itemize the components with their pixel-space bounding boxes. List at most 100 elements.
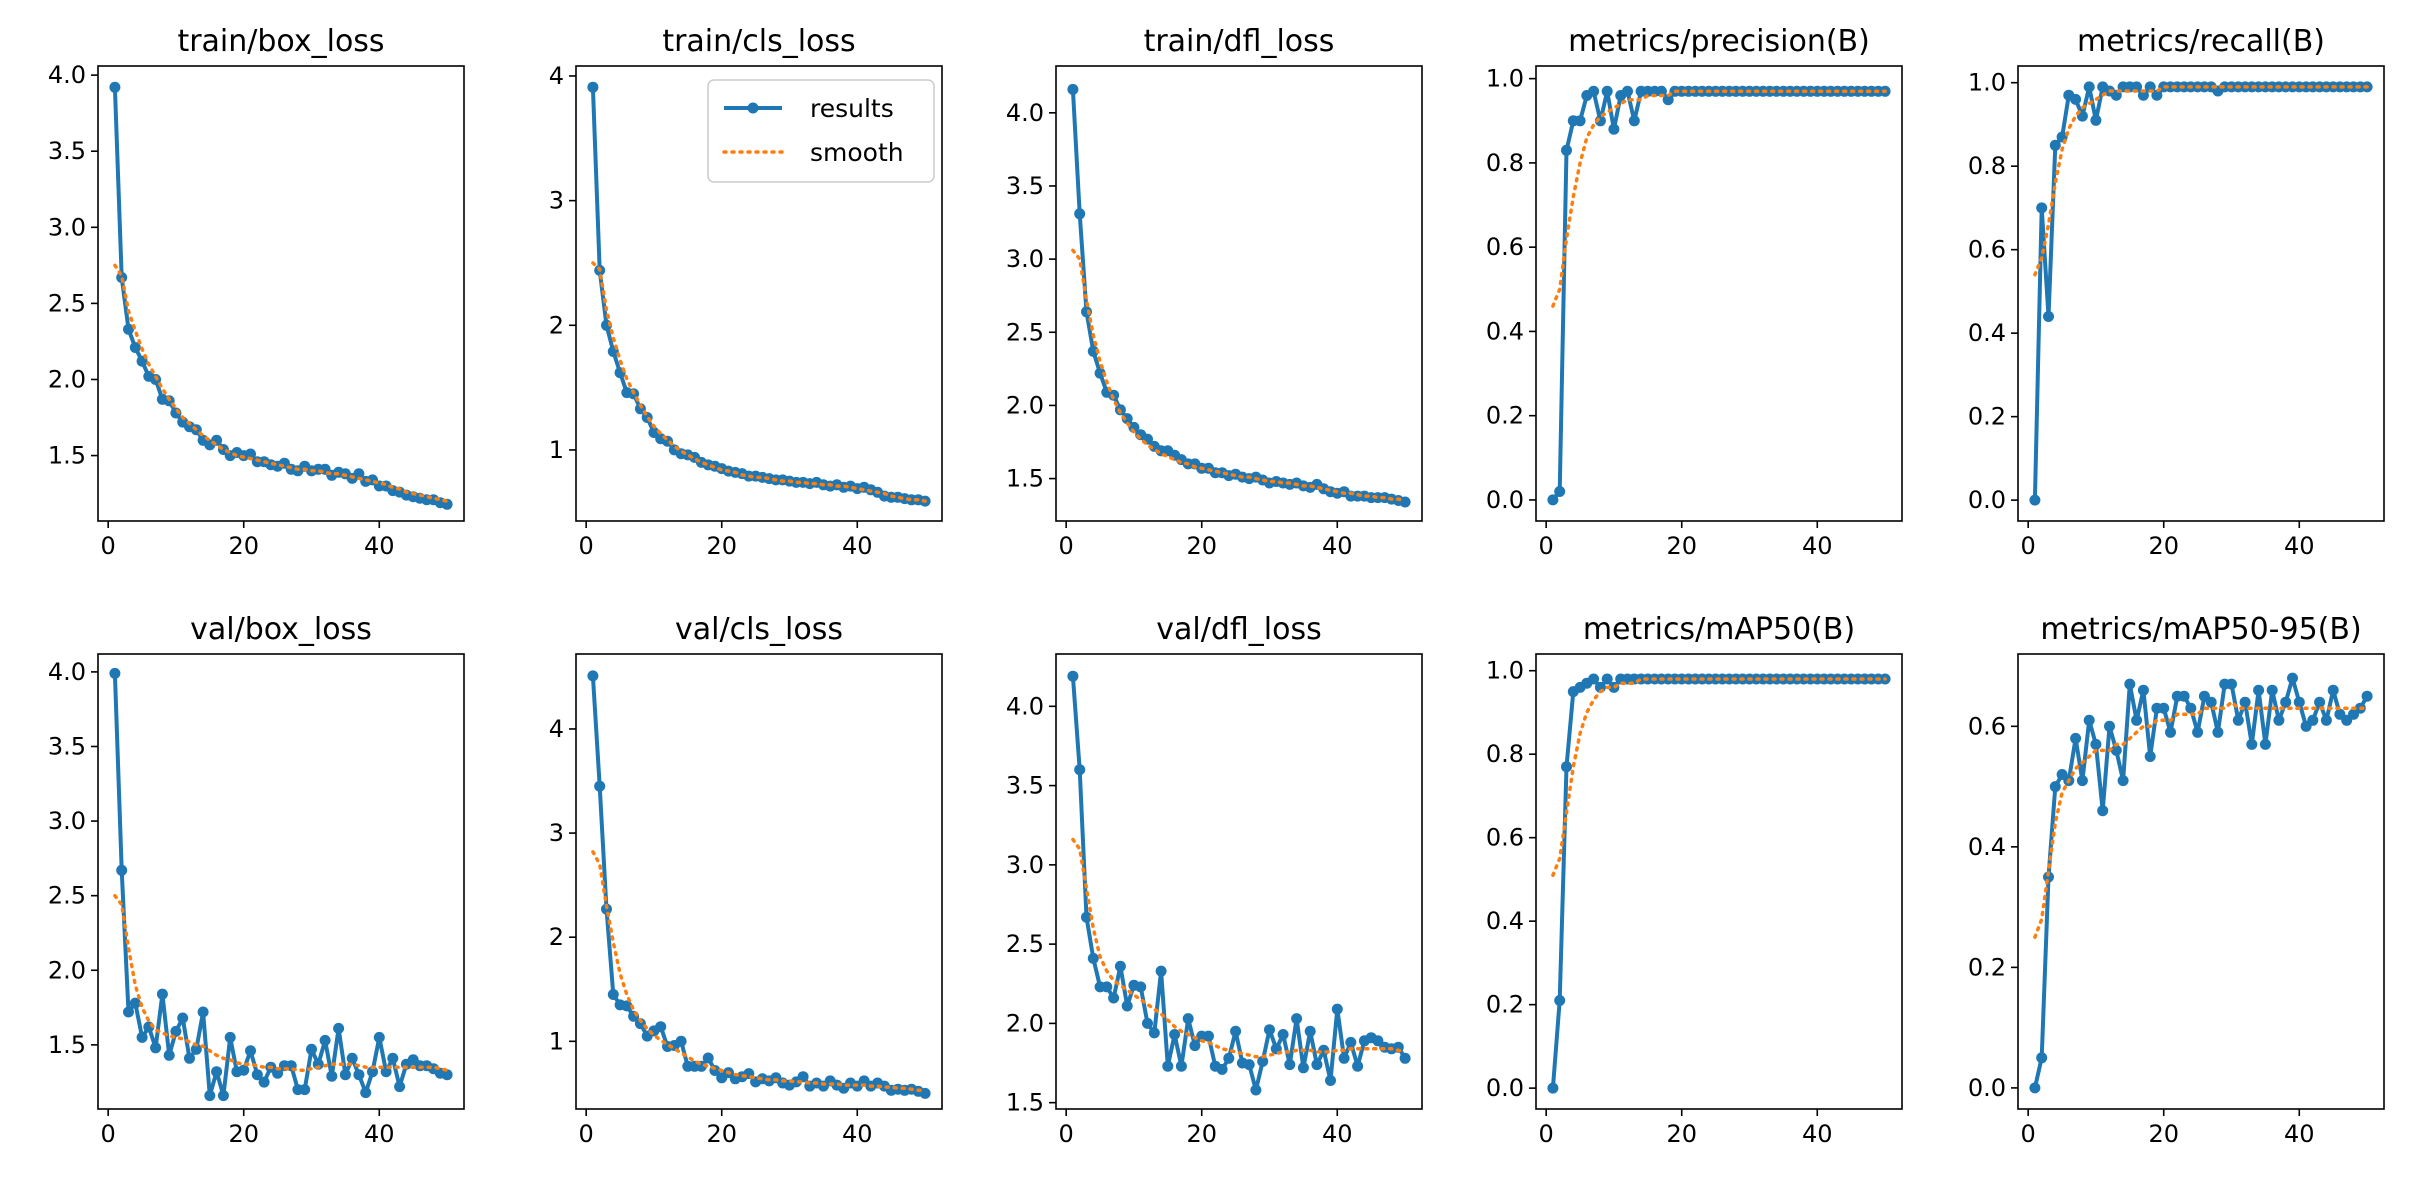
results-data-point — [2117, 775, 2129, 787]
y-tick-label: 1.0 — [1486, 657, 1524, 685]
smooth-series-line — [113, 893, 449, 1072]
x-tick-label: 20 — [1666, 532, 1697, 560]
results-data-point — [299, 1084, 311, 1096]
results-data-point — [1554, 995, 1566, 1006]
results-data-point — [1155, 965, 1167, 977]
results-data-point — [2137, 684, 2149, 696]
x-tick-label: 40 — [1322, 532, 1353, 560]
results-data-point — [1148, 1027, 1160, 1039]
results-data-point — [1325, 1075, 1336, 1086]
results-data-point — [373, 1031, 385, 1043]
results-data-point — [2029, 1082, 2041, 1094]
results-data-point — [919, 1087, 931, 1099]
results-data-point — [333, 1022, 345, 1034]
axes-frame — [1535, 65, 1903, 522]
axes-frame — [2017, 653, 2385, 1110]
results-data-point — [2226, 678, 2237, 690]
results-data-point — [2131, 714, 2143, 726]
y-tick-label: 0.4 — [1486, 907, 1524, 935]
y-tick-label: 4.0 — [1006, 99, 1044, 127]
results-data-point — [1338, 1052, 1350, 1064]
results-data-point — [1074, 208, 1086, 220]
results-data-point — [2090, 738, 2102, 750]
axes-frame — [1535, 653, 1903, 1110]
y-tick-label: 4.0 — [1006, 692, 1044, 720]
results-data-point — [1250, 1084, 1262, 1096]
results-data-point — [1121, 1000, 1133, 1012]
results-data-point — [136, 1031, 148, 1043]
results-data-point — [360, 1087, 372, 1099]
results-data-point — [2070, 732, 2082, 744]
x-tick-label: 20 — [2148, 1120, 2179, 1148]
results-data-point — [2110, 744, 2122, 756]
results-data-point — [2097, 805, 2109, 817]
y-tick-label: 0.2 — [1968, 953, 2006, 981]
chart-title: train/box_loss — [177, 24, 384, 59]
results-data-point — [2070, 93, 2082, 105]
results-data-point — [163, 1049, 175, 1061]
results-data-point — [1284, 1059, 1296, 1071]
results-data-point — [2151, 89, 2163, 101]
y-tick-label: 2.0 — [48, 365, 86, 393]
smooth-series-line — [1551, 677, 1887, 877]
results-data-point — [2090, 114, 2102, 126]
smooth-series-line — [1071, 248, 1407, 503]
legend-results-marker — [747, 102, 759, 114]
results-data-point — [190, 1043, 202, 1055]
y-tick-label: 0.0 — [1486, 1074, 1524, 1102]
results-data-point — [1662, 94, 1674, 106]
smooth-series-line — [113, 263, 449, 503]
x-tick-label: 40 — [1802, 532, 1833, 560]
results-data-point — [587, 670, 599, 682]
x-tick-label: 20 — [1186, 1120, 1217, 1148]
x-tick-label: 20 — [706, 1120, 737, 1148]
results-data-point — [1291, 1013, 1303, 1025]
results-data-point — [1264, 1024, 1275, 1036]
results-data-point — [1331, 1003, 1343, 1015]
smooth-series-line — [1551, 89, 1887, 308]
results-data-point — [621, 1000, 633, 1012]
x-tick-label: 0 — [1059, 532, 1074, 560]
results-data-point — [607, 989, 619, 1000]
x-tick-label: 0 — [2021, 1120, 2036, 1148]
results-data-point — [272, 1067, 284, 1079]
results-data-point — [217, 1090, 229, 1102]
results-data-point — [2137, 89, 2149, 101]
results-data-point — [702, 1052, 714, 1064]
results-data-point — [1588, 85, 1600, 97]
chart-title: val/cls_loss — [675, 612, 843, 647]
results-data-point — [1223, 1052, 1235, 1064]
results-data-point — [1162, 1060, 1174, 1072]
results-data-point — [1094, 367, 1106, 379]
y-tick-label: 4.0 — [48, 658, 86, 686]
y-tick-label: 0.0 — [1968, 486, 2006, 514]
results-data-point — [258, 1076, 270, 1088]
results-data-point — [1628, 115, 1640, 127]
legend: results smooth — [707, 79, 935, 183]
results-data-point — [367, 1066, 378, 1078]
chart-title: train/cls_loss — [662, 24, 855, 59]
results-data-point — [1297, 1062, 1309, 1074]
x-tick-label: 20 — [706, 532, 737, 560]
y-tick-label: 0.0 — [1968, 1074, 2006, 1102]
x-tick-label: 40 — [1802, 1120, 1833, 1148]
results-data-point — [594, 780, 606, 792]
results-data-point — [326, 1070, 338, 1082]
results-data-point — [1561, 144, 1572, 156]
results-data-point — [1182, 1013, 1194, 1025]
results-data-point — [109, 81, 121, 93]
axes-frame — [575, 653, 943, 1110]
y-tick-label: 3.0 — [48, 807, 86, 835]
chart-10: metrics/mAP50-95(B) 0 20 40 0.0 0.2 0.4 0.6 — [1968, 612, 2385, 1148]
x-tick-label: 40 — [364, 1120, 395, 1148]
chart-7: val/cls_loss 0 20 40 1 2 3 4 — [549, 612, 943, 1148]
results-data-point — [1067, 670, 1079, 682]
results-data-point — [1169, 1029, 1181, 1040]
y-tick-label: 2 — [549, 311, 564, 339]
axes-frame — [2017, 65, 2385, 522]
smooth-series-line — [591, 261, 927, 503]
results-data-point — [224, 1031, 236, 1043]
results-data-point — [109, 667, 121, 679]
results-data-point — [1622, 85, 1633, 97]
results-data-point — [2273, 714, 2285, 726]
